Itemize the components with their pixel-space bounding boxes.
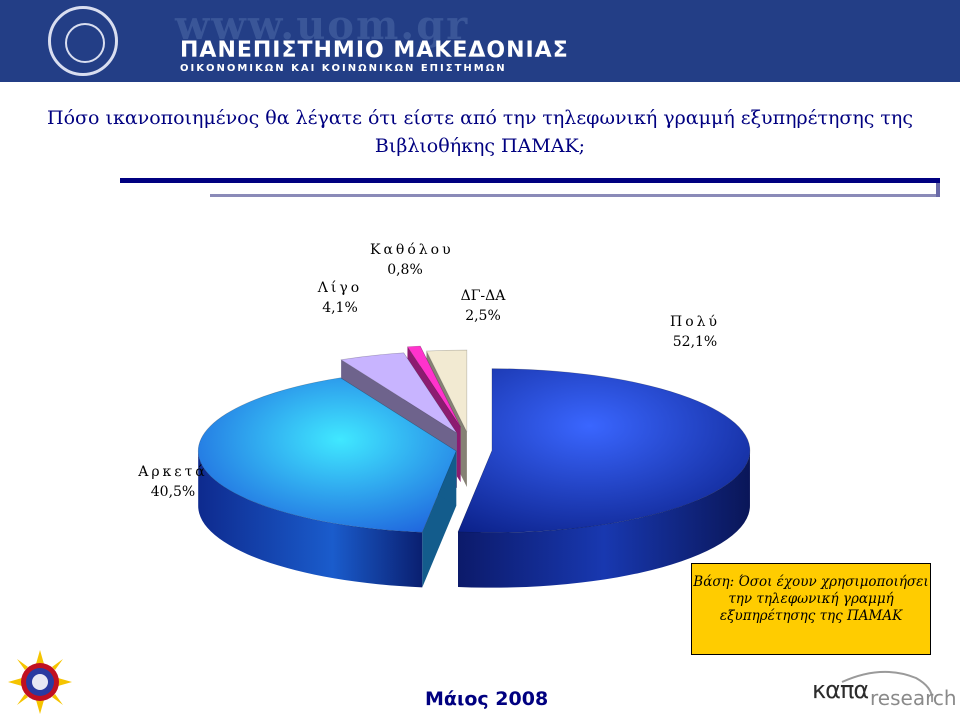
slice-side-wall (458, 450, 750, 588)
slice-name: ΔΓ-ΔΑ (460, 288, 506, 304)
slice-top-face (197, 377, 457, 533)
slice-value: 4,1% (322, 300, 358, 316)
slice-label-poly: Πολύ 52,1% (655, 312, 735, 352)
slice-value: 0,8% (387, 262, 423, 278)
slice-side-wall (198, 451, 423, 588)
slide-date: Μάιος 2008 (425, 688, 549, 710)
slice-name: Πολύ (669, 314, 721, 330)
slice-name: Λίγο (317, 280, 363, 296)
slice-name: Αρκετά (138, 464, 208, 480)
slice-label-arketa: Αρκετά 40,5% (128, 462, 218, 502)
slice-top-face (426, 349, 468, 433)
base-note: Βάση: Όσοι έχουν χρησιμοποιήσει την τηλε… (691, 563, 931, 655)
logo-suffix: research (870, 686, 957, 710)
slide-title-line1: Πόσο ικανοποιημένος θα λέγατε ότι είστε … (47, 107, 913, 129)
kapa-research-logo: καπα research (812, 668, 957, 716)
header-banner: www.uom.gr ΠΑΝΕΠΙΣΤΗΜΙΟ ΜΑΚΕΔΟΝΙΑΣ ΟΙΚΟΝ… (0, 0, 960, 82)
title-divider (120, 178, 940, 183)
slide-title-line2: Βιβλιοθήκης ΠΑΜΑΚ; (374, 135, 586, 157)
pie-slice-0 (457, 368, 751, 588)
slice-top-face (457, 368, 751, 533)
slide-title: Πόσο ικανοποιημένος θα λέγατε ότι είστε … (20, 104, 940, 160)
university-emblem-icon (8, 650, 72, 714)
slice-label-dg-da: ΔΓ-ΔΑ 2,5% (443, 286, 523, 326)
pie-slice-1 (197, 377, 457, 588)
slice-label-katholou: Καθόλου 0,8% (370, 240, 454, 280)
university-name: ΠΑΝΕΠΙΣΤΗΜΙΟ ΜΑΚΕΔΟΝΙΑΣ (180, 38, 569, 63)
slice-top-face (340, 352, 458, 434)
slice-label-ligo: Λίγο 4,1% (305, 278, 375, 318)
slice-name: Καθόλου (370, 242, 454, 258)
university-seal-icon (48, 6, 118, 76)
kapa-swoosh-icon (841, 670, 934, 703)
banner-watermark: www.uom.gr (175, 2, 470, 49)
slice-top-face (406, 345, 461, 428)
title-divider-secondary (210, 194, 940, 197)
slice-value: 52,1% (672, 334, 718, 350)
slice-value: 40,5% (150, 484, 196, 500)
slice-value: 2,5% (465, 308, 501, 324)
logo-brand: καπα (812, 676, 869, 704)
title-divider-corner (936, 183, 940, 197)
university-subtitle: ΟΙΚΟΝΟΜΙΚΩΝ ΚΑΙ ΚΟΙΝΩΝΙΚΩΝ ΕΠΙΣΤΗΜΩΝ (180, 63, 507, 74)
